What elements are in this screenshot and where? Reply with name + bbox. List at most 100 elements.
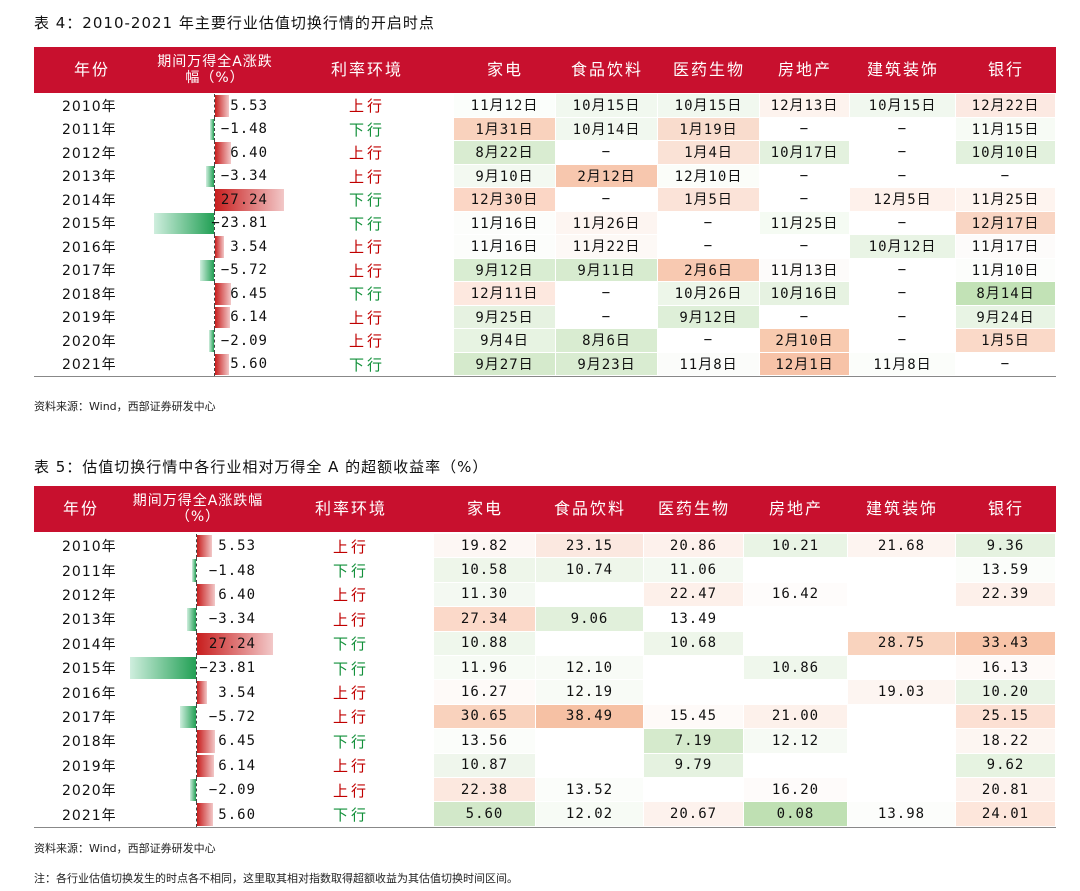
cell-pharma [644, 680, 744, 705]
change-bar [180, 705, 196, 729]
cell-pharma: − [658, 329, 760, 353]
cell-real-estate: 21.00 [744, 704, 848, 730]
cell-food-beverage [536, 631, 644, 656]
cell-banks: 10.20 [956, 680, 1056, 705]
year-cell: 2020年 [62, 333, 117, 350]
table5-caption: 表 5：估值切换行情中各行业相对万得全 A 的超额收益率（%） [34, 458, 489, 476]
cell-construction [848, 753, 956, 778]
change-bar-cell: 3.54 [150, 235, 280, 259]
cell-food-beverage: − [556, 282, 658, 306]
cell-construction: − [850, 164, 956, 188]
bar-axis [196, 753, 197, 778]
cell-construction: − [850, 211, 956, 235]
table5-header-food-beverage: 食品饮料 [553, 498, 626, 518]
year-cell: 2021年 [62, 807, 117, 824]
rate-environment: 下行 [332, 732, 369, 751]
cell-banks: 11月17日 [956, 235, 1056, 259]
change-bar-cell: 5.53 [128, 534, 268, 559]
cell-banks: 10月10日 [956, 141, 1056, 165]
cell-banks: − [956, 352, 1056, 376]
year-cell: 2010年 [62, 539, 117, 556]
change-value: −5.72 [220, 262, 268, 279]
cell-banks: 18.22 [956, 729, 1056, 754]
table-row: 2021年 5.60 下行 5.60 12.02 20.67 0.08 13.98 24.01 [34, 802, 1056, 827]
table-row: 2015年 −23.81 下行 11月16日 11月26日 −11月25日 −12月17日 [34, 211, 1056, 235]
cell-food-beverage [536, 729, 644, 754]
year-cell: 2011年 [62, 122, 117, 139]
bar-axis [214, 164, 215, 188]
cell-banks: 12月17日 [956, 211, 1056, 235]
cell-food-beverage: 9月23日 [556, 352, 658, 376]
change-bar [197, 583, 215, 607]
table4-header-real-estate: 房地产 [777, 59, 832, 79]
cell-real-estate: 10月17日 [760, 141, 850, 165]
cell-pharma: 10月15日 [658, 94, 760, 118]
cell-appliances: 9月25日 [454, 305, 556, 329]
cell-construction [848, 704, 956, 730]
change-bar [191, 559, 196, 582]
table-row: 2013年 −3.34 上行 27.34 9.06 13.49 [34, 607, 1056, 632]
bar-axis [214, 94, 215, 118]
change-bar [190, 779, 196, 802]
cell-banks: 11月25日 [956, 188, 1056, 212]
cell-construction: 10月15日 [850, 94, 956, 118]
table4-header-rate: 利率环境 [330, 59, 403, 79]
cell-pharma: − [658, 211, 760, 235]
cell-banks: 9月24日 [956, 305, 1056, 329]
cell-appliances: 19.82 [434, 534, 536, 559]
year-cell: 2017年 [62, 263, 117, 280]
cell-pharma: 1月4日 [658, 141, 760, 165]
change-bar-cell: 5.60 [128, 802, 268, 827]
change-value: −2.09 [220, 332, 268, 349]
rate-environment: 下行 [348, 214, 385, 233]
table-row: 2012年 6.40 上行 8月22日 −1月4日 10月17日 −10月10日 [34, 141, 1056, 165]
cell-construction: 28.75 [848, 631, 956, 656]
cell-real-estate: 16.42 [744, 582, 848, 608]
change-bar [197, 803, 213, 826]
change-value: 6.45 [218, 733, 256, 750]
table4: 年份 期间万得全A涨跌幅（%） 利率环境 家电 食品饮料 医药生物 房地产 建筑… [34, 47, 1056, 380]
change-value: −23.81 [199, 660, 256, 677]
change-bar [197, 730, 215, 753]
rate-environment: 上行 [332, 537, 369, 556]
table-row: 2014年 27.24 下行 12月30日 −1月5日 −12月5日 11月25日 [34, 188, 1056, 212]
change-bar [215, 306, 231, 328]
table-row: 2019年 6.14 上行 10.87 9.79 9.62 [34, 753, 1056, 778]
rate-environment: 下行 [332, 635, 369, 654]
cell-appliances: 5.60 [434, 802, 536, 827]
change-value: 5.60 [218, 806, 256, 823]
change-value: −1.48 [208, 562, 256, 579]
cell-real-estate: − [760, 305, 850, 329]
cell-construction [848, 558, 956, 583]
cell-real-estate: 12月13日 [760, 94, 850, 118]
change-bar [215, 189, 284, 211]
rate-environment: 下行 [348, 285, 385, 304]
table5-header-banks: 银行 [987, 498, 1024, 518]
bar-axis [196, 729, 197, 754]
cell-real-estate [744, 631, 848, 656]
cell-real-estate: 12.12 [744, 729, 848, 754]
cell-food-beverage: 11月22日 [556, 235, 658, 259]
cell-food-beverage: 9.06 [536, 607, 644, 632]
table-row: 2017年 −5.72 上行 9月12日 9月11日 2月6日 11月13日 −11月10日 [34, 258, 1056, 282]
cell-food-beverage: 10月14日 [556, 117, 658, 141]
change-bar-cell: −23.81 [128, 656, 268, 681]
table-row: 2019年 6.14 上行 9月25日 −9月12日 − −9月24日 [34, 305, 1056, 329]
cell-food-beverage: 12.19 [536, 680, 644, 705]
table4-caption: 表 4：2010-2021 年主要行业估值切换行情的开启时点 [34, 14, 435, 32]
cell-food-beverage: 13.52 [536, 778, 644, 803]
change-bar [215, 142, 232, 164]
cell-construction: 11月8日 [850, 352, 956, 376]
change-bar-cell: 3.54 [128, 680, 268, 705]
cell-banks: 11月15日 [956, 117, 1056, 141]
change-value: 5.53 [218, 538, 256, 555]
cell-construction: 10月12日 [850, 235, 956, 259]
table5-source: 资料来源：Wind，西部证券研发中心 [34, 842, 216, 855]
change-bar [130, 657, 196, 680]
rate-environment: 上行 [348, 167, 385, 186]
cell-food-beverage: − [556, 188, 658, 212]
change-bar [205, 165, 214, 187]
change-bar [208, 330, 214, 352]
cell-construction: − [850, 258, 956, 282]
year-cell: 2021年 [62, 357, 117, 374]
